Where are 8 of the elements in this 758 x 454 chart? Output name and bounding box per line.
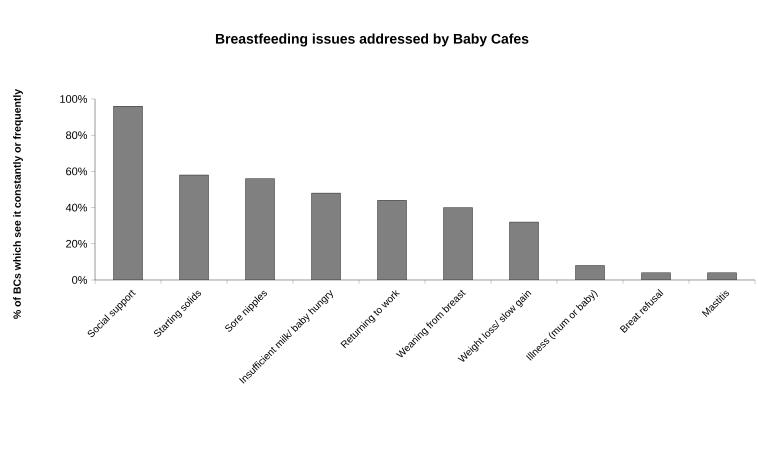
y-tick-label: 40% [66, 204, 88, 212]
y-tick-label: 0% [72, 276, 88, 284]
y-axis-title: % of BCs which see it constantly or frequently [13, 88, 23, 319]
y-tick-label: 20% [66, 240, 88, 248]
chart-title: Breastfeeding issues addressed by Baby Cafes [216, 33, 528, 47]
y-tick-label: 60% [66, 168, 88, 176]
y-tick-label: 80% [66, 131, 88, 140]
y-tick-label: 100% [60, 95, 88, 103]
